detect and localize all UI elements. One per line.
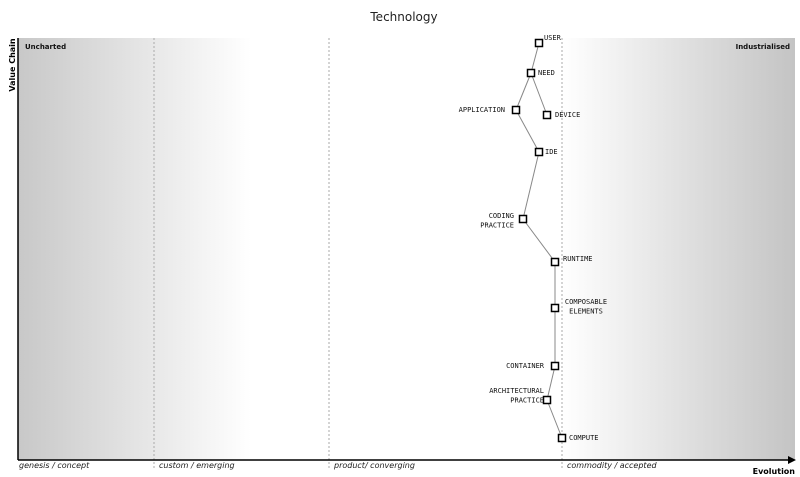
- stage-label: product/ converging: [333, 461, 415, 470]
- node-label: APPLICATION: [459, 106, 505, 114]
- node-label: PRACTICE: [480, 222, 514, 230]
- node-label: ARCHITECTURAL: [489, 387, 544, 395]
- nodes: USER NEED APPLICATION DEVICE IDE CODING PRACTI…: [459, 34, 607, 443]
- node-label: IDE: [545, 148, 558, 156]
- node-label: NEED: [538, 69, 555, 77]
- region-label: Industrialised: [736, 43, 790, 51]
- node-label: CONTAINER: [506, 362, 545, 370]
- node: [550, 257, 560, 267]
- edge: [530, 42, 540, 74]
- node-label: USER: [544, 34, 562, 42]
- node: [534, 38, 544, 48]
- node: [550, 361, 560, 371]
- stage-label: custom / emerging: [159, 461, 235, 470]
- map-background: [18, 38, 795, 460]
- node: [542, 110, 552, 120]
- node: [550, 303, 560, 313]
- stage-label: commodity / accepted: [567, 461, 657, 470]
- edge: [522, 151, 540, 220]
- node-label: RUNTIME: [563, 255, 593, 263]
- edge: [530, 72, 548, 116]
- node-label: PRACTICE: [510, 397, 544, 405]
- node-label: COMPUTE: [569, 434, 599, 442]
- node: [542, 395, 552, 405]
- node: [511, 105, 521, 115]
- node-label: DEVICE: [555, 111, 580, 119]
- node: [526, 68, 536, 78]
- y-axis-label: Value Chain: [8, 38, 17, 92]
- edge: [515, 72, 532, 111]
- stage-dividers: [153, 38, 563, 470]
- edge: [522, 218, 556, 263]
- map-title: Technology: [369, 10, 437, 24]
- node: [534, 147, 544, 157]
- region-label: Uncharted: [25, 43, 66, 51]
- edge: [546, 365, 556, 401]
- node-label: ELEMENTS: [569, 308, 603, 316]
- node: [557, 433, 567, 443]
- x-axis-label: Evolution: [753, 467, 796, 476]
- x-axis-arrow: [788, 456, 796, 464]
- node: [518, 214, 528, 224]
- edge: [515, 109, 540, 153]
- node-label: COMPOSABLE: [565, 298, 607, 306]
- node-label: CODING: [489, 212, 514, 220]
- stage-label: genesis / concept: [19, 461, 90, 470]
- edges: [515, 42, 563, 439]
- edge: [546, 399, 563, 439]
